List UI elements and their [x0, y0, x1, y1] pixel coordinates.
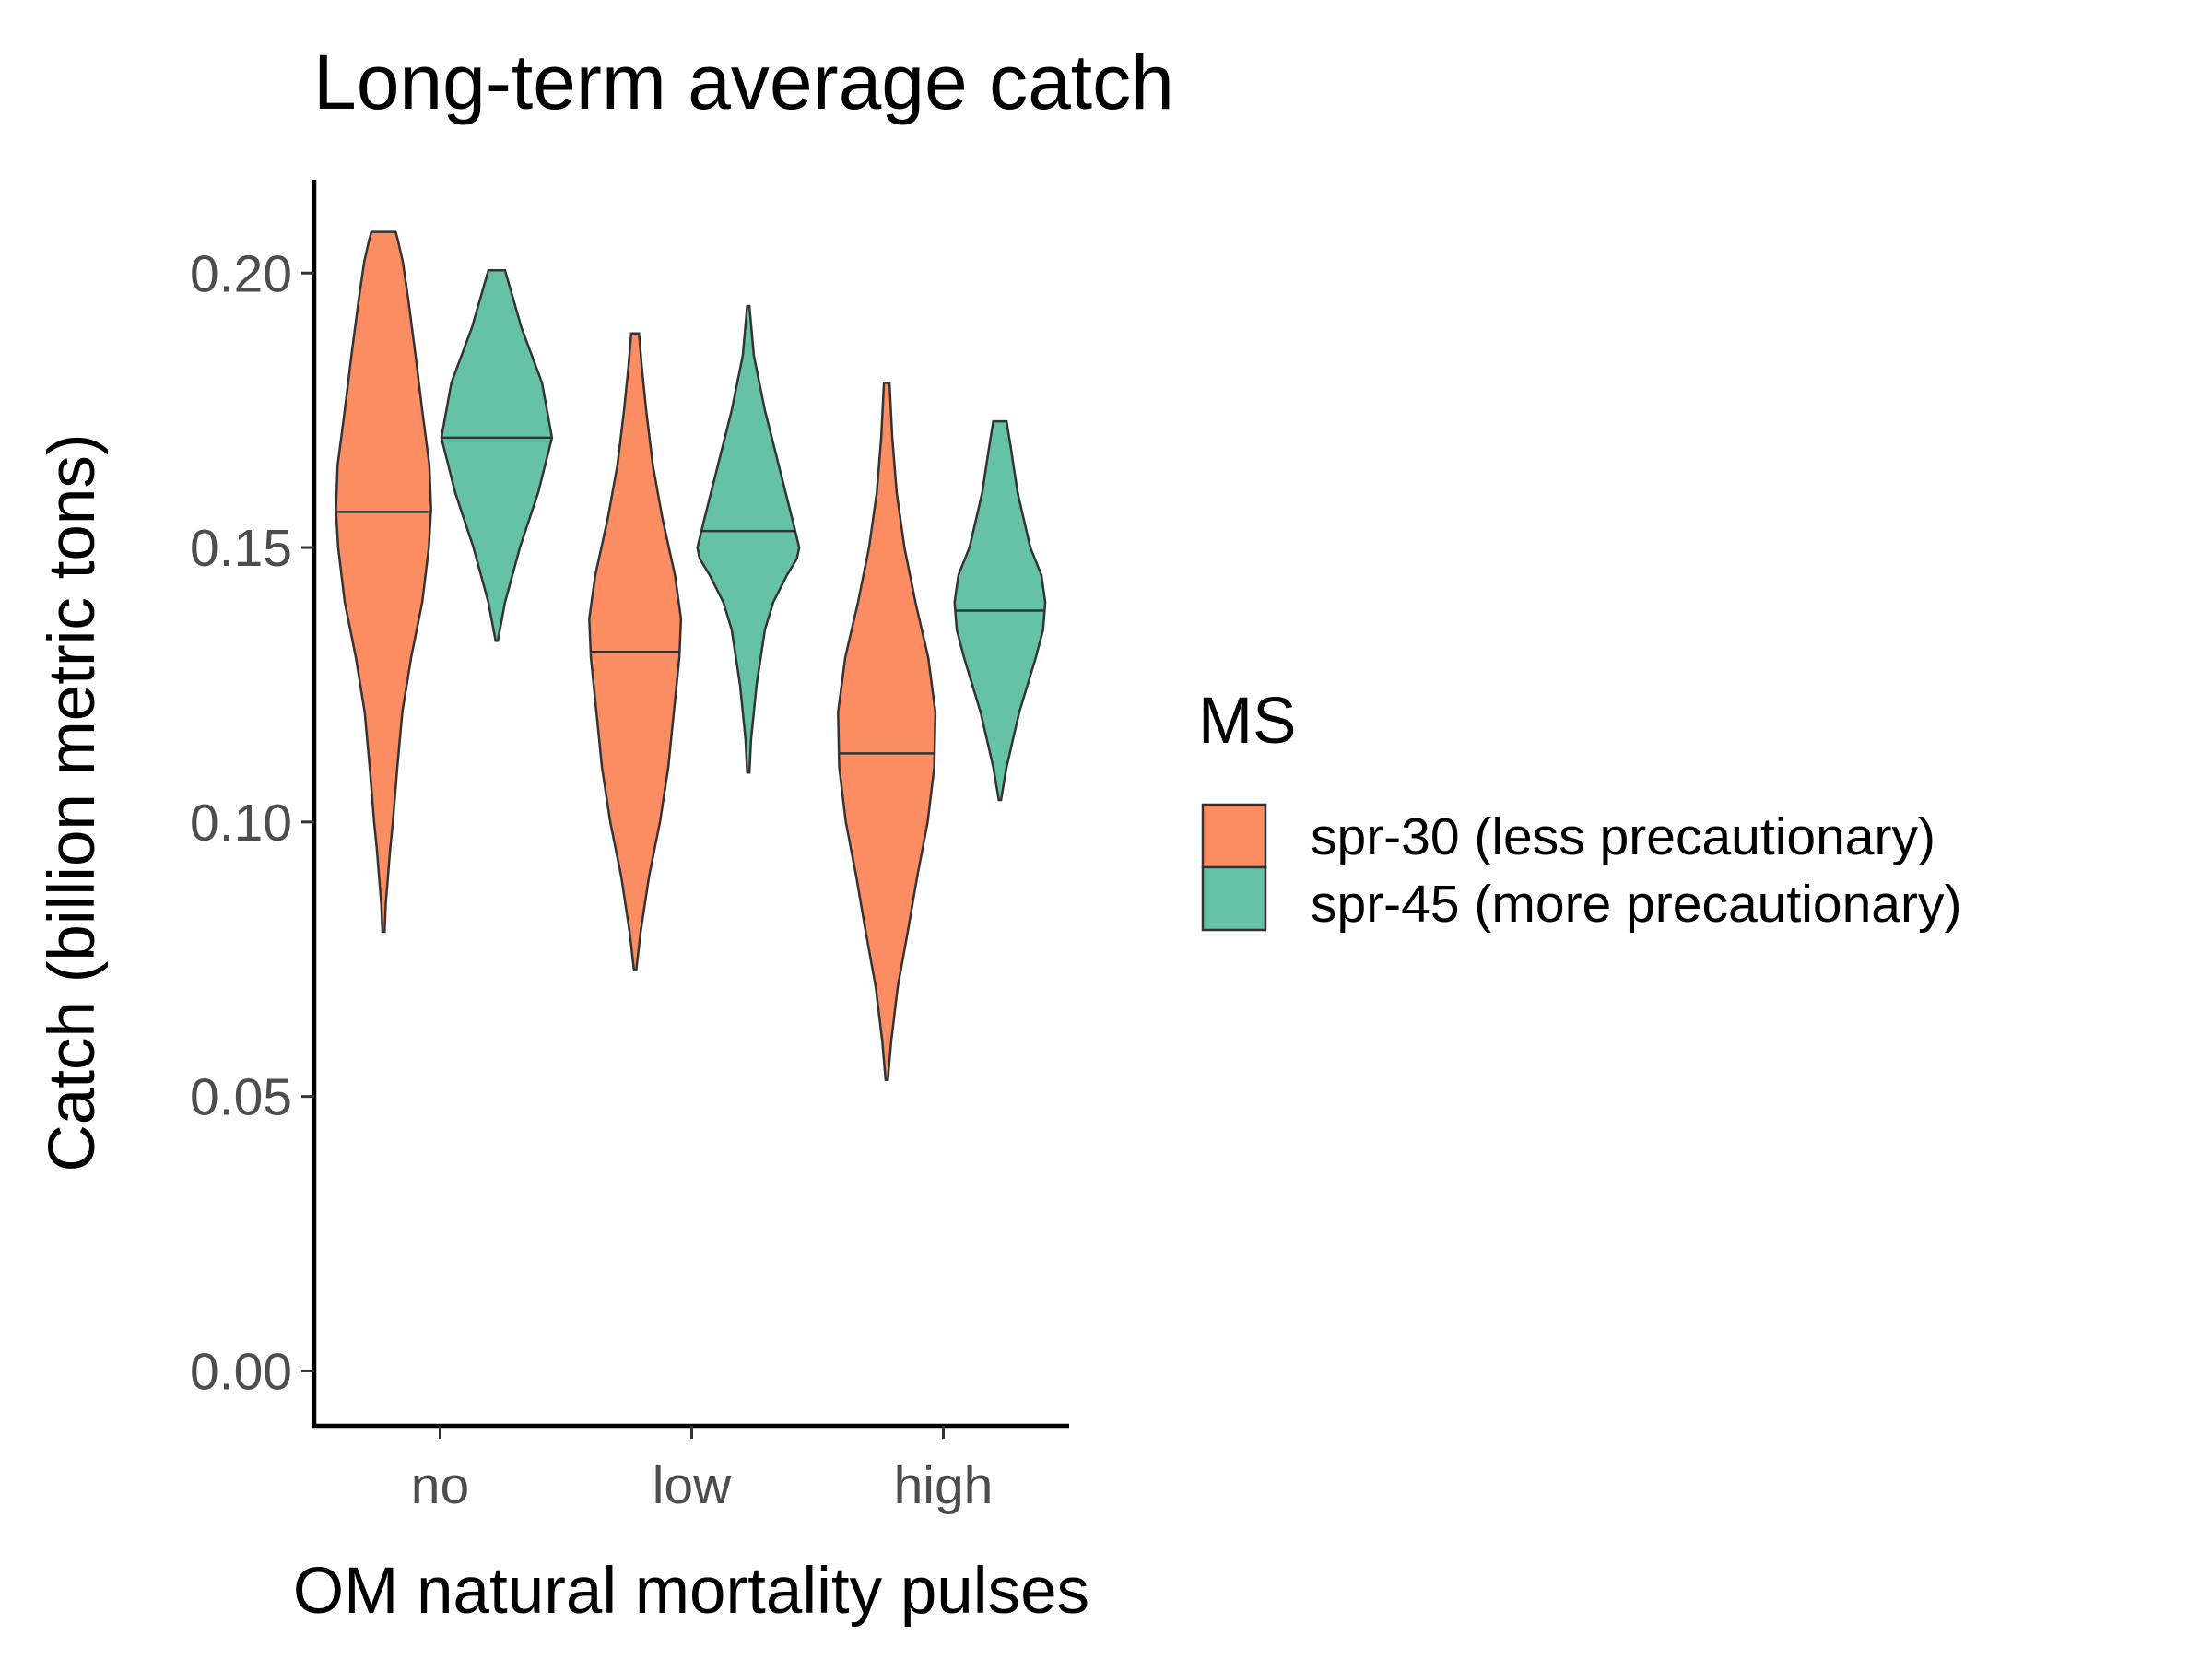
violin-high-series-1 — [837, 382, 937, 1082]
legend-label-spr-45: spr-45 (more precautionary) — [1311, 875, 1961, 934]
y-axis-ticks: 0.00 0.05 0.10 0.15 0.20 — [190, 244, 314, 1401]
y-tick-label: 0.15 — [190, 519, 292, 578]
axes — [312, 180, 1069, 1429]
x-tick-label: low — [653, 1456, 732, 1515]
legend-label-spr-30: spr-30 (less precautionary) — [1311, 807, 1936, 866]
y-tick-label: 0.00 — [190, 1342, 292, 1401]
y-tick-label: 0.20 — [190, 244, 292, 303]
legend-swatch-spr-45 — [1201, 865, 1267, 932]
plot-area — [335, 230, 1047, 1082]
violin-no-series-2 — [440, 269, 554, 642]
x-tick-label: no — [411, 1456, 469, 1515]
legend-title: MS — [1198, 685, 1297, 758]
y-tick-label: 0.10 — [190, 794, 292, 853]
y-tick-label: 0.05 — [190, 1068, 292, 1127]
violin-no-series-1 — [335, 230, 432, 934]
x-tick-label: high — [894, 1456, 994, 1515]
legend: MS spr-30 (less precautionary) spr-45 (m… — [1198, 685, 1961, 934]
violin-low-series-2 — [696, 304, 801, 774]
chart-title: Long-term average catch — [313, 39, 1174, 125]
y-axis-title: Catch (billion metric tons) — [36, 434, 109, 1172]
legend-swatch-spr-30 — [1201, 803, 1267, 869]
x-axis-title: OM natural mortality pulses — [293, 1555, 1089, 1628]
x-axis-ticks: no low high — [411, 1426, 994, 1515]
